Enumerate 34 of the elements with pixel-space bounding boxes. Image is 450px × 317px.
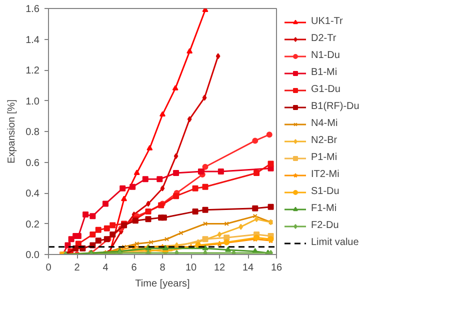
y-tick-label: 1.6	[26, 4, 40, 15]
x-tick-label: 16	[270, 262, 282, 274]
legend-label: B1-Mi	[311, 67, 338, 78]
y-tick-label: 1.2	[26, 66, 40, 76]
y-tick-label: 1.0	[26, 96, 40, 108]
legend-label: G1-Du	[311, 84, 340, 95]
legend-label: D2-Tr	[311, 33, 336, 44]
legend-label: IT2-Mi	[311, 169, 340, 180]
y-tick-label: 0.4	[26, 188, 40, 200]
x-tick-label: 8	[160, 262, 166, 274]
x-tick-label: 10	[185, 262, 197, 274]
y-tick-label: 0.6	[26, 158, 40, 169]
legend-label: B1(RF)-Du	[311, 101, 360, 112]
x-tick-label: 12	[214, 262, 226, 274]
legend-label: P1-Mi	[311, 152, 338, 163]
legend-label: F2-Du	[311, 220, 339, 231]
y-tick-label: 0.8	[26, 127, 40, 138]
legend-label: UK1-Tr	[311, 16, 343, 27]
x-axis-title: Time [years]	[135, 278, 190, 290]
x-tick-label: 4	[102, 262, 109, 274]
y-tick-label: 0.0	[26, 250, 40, 261]
ref-line-label: Limit value	[311, 237, 359, 248]
x-tick-label: 0	[46, 262, 52, 274]
legend-label: F1-Mi	[311, 203, 337, 214]
y-tick-label: 1.4	[26, 34, 40, 46]
y-axis-title: Expansion [%]	[6, 99, 18, 164]
x-tick-label: 14	[242, 262, 254, 274]
legend-label: N4-Mi	[311, 118, 338, 129]
x-tick-label: 6	[131, 262, 138, 274]
legend-label: N1-Du	[311, 50, 340, 61]
y-tick-label: 0.2	[26, 219, 40, 230]
x-tick-label: 2	[74, 262, 80, 274]
legend-label: N2-Br	[311, 135, 338, 146]
legend-label: S1-Du	[311, 186, 340, 197]
